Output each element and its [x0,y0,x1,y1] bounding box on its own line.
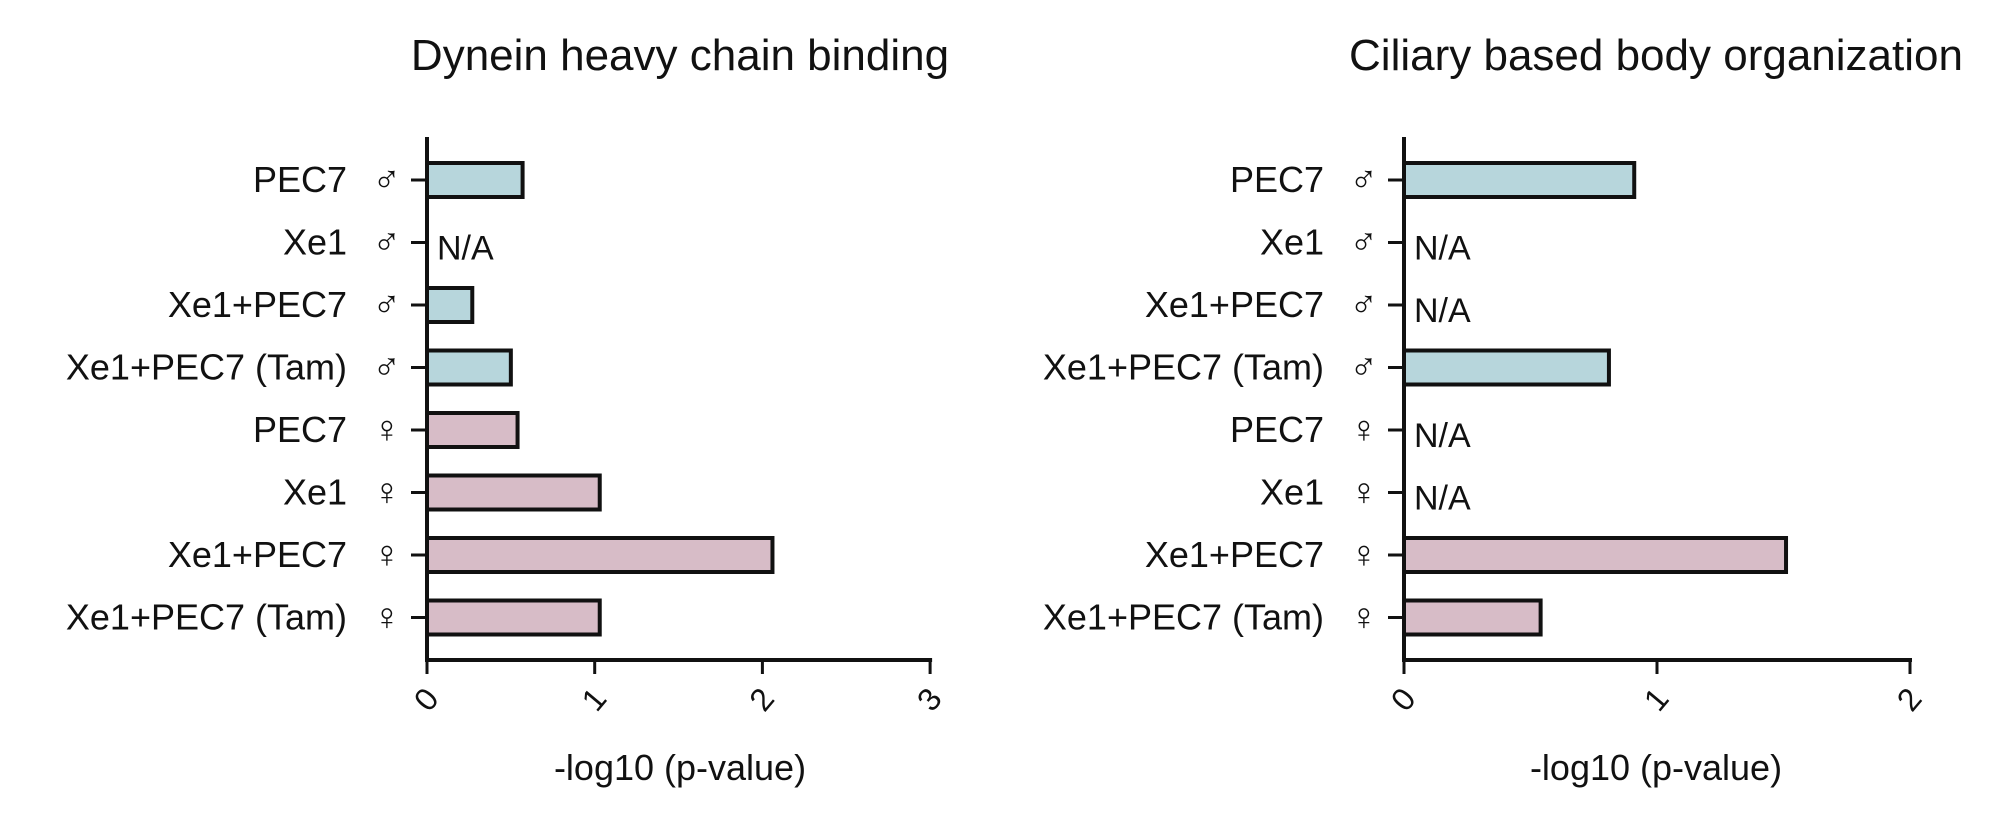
y-tick-label: Xe1+PEC7 (Tam) [1043,597,1324,638]
male-symbol: ♂ [1350,222,1379,264]
y-tick-label: Xe1 [283,472,347,513]
female-symbol: ♀ [1350,472,1379,514]
bar [425,161,525,199]
x-tick-label: 0 [407,681,446,718]
y-tick-label: Xe1 [1260,472,1324,513]
male-symbol: ♂ [1350,347,1379,389]
y-tick-label: Xe1+PEC7 [1145,284,1324,325]
x-tick-label: 3 [910,681,949,718]
x-axis-label: -log10 (p-value) [1530,747,1782,788]
bar [1402,598,1543,637]
chart-title: Ciliary based body organization [1349,31,1963,80]
y-tick-label: Xe1+PEC7 [168,284,347,325]
y-tick-label: PEC7 [253,159,347,200]
chart-title: Dynein heavy chain binding [411,31,949,80]
x-tick-label: 1 [1637,681,1676,718]
x-tick-label: 1 [574,681,613,718]
female-symbol: ♀ [1350,409,1379,451]
bar [1402,536,1789,574]
chart-2: Ciliary based body organization 0 1 2 -log10… [1043,31,1963,788]
bar [1402,348,1611,387]
bar [425,473,602,512]
na-label: N/A [1414,417,1471,455]
male-symbol: ♂ [373,284,402,326]
male-symbol: ♂ [373,222,402,264]
x-tick-label: 2 [742,681,781,718]
y-tick-label: PEC7 [1230,159,1324,200]
female-symbol: ♀ [373,597,402,639]
chart-1: Dynein heavy chain binding 0 1 2 3 -log10 (p-… [66,31,949,788]
x-axis-label: -log10 (p-value) [554,747,806,788]
y-tick-label: Xe1+PEC7 [168,534,347,575]
male-symbol: ♂ [1350,284,1379,326]
bar [425,598,602,637]
bar [425,286,475,324]
female-symbol: ♀ [373,472,402,514]
y-tick-label: Xe1+PEC7 (Tam) [1043,347,1324,388]
bar [425,411,520,449]
na-label: N/A [1414,292,1471,330]
bar [425,348,513,387]
y-tick-label: Xe1 [283,222,347,263]
y-tick-label: Xe1+PEC7 (Tam) [66,597,347,638]
male-symbol: ♂ [373,347,402,389]
female-symbol: ♀ [1350,534,1379,576]
na-label: N/A [437,230,494,268]
female-symbol: ♀ [373,534,402,576]
y-tick-label: Xe1+PEC7 (Tam) [66,347,347,388]
y-tick-label: Xe1+PEC7 [1145,534,1324,575]
y-tick-label: Xe1 [1260,222,1324,263]
female-symbol: ♀ [373,409,402,451]
bar [1402,161,1637,199]
na-label: N/A [1414,480,1471,518]
na-label: N/A [1414,230,1471,268]
x-tick-label: 2 [1890,681,1929,718]
male-symbol: ♂ [1350,159,1379,201]
male-symbol: ♂ [373,159,402,201]
bar [425,536,775,574]
x-tick-label: 0 [1384,681,1423,718]
female-symbol: ♀ [1350,597,1379,639]
y-tick-label: PEC7 [1230,409,1324,450]
y-tick-label: PEC7 [253,409,347,450]
